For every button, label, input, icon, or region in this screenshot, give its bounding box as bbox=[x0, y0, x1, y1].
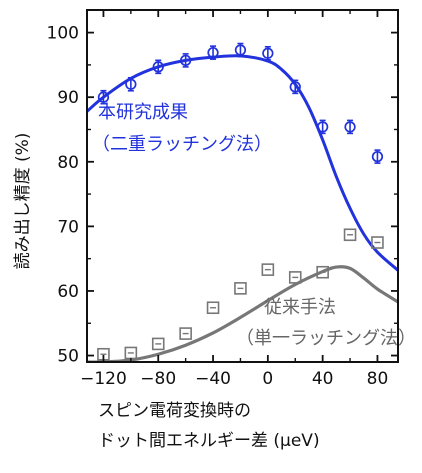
x-tick-label-5: 80 bbox=[367, 369, 389, 389]
plot-area bbox=[87, 42, 398, 362]
data-point-series-0-5 bbox=[234, 44, 247, 56]
data-point-series-0-6 bbox=[262, 47, 274, 59]
data-point-series-0-9 bbox=[344, 121, 356, 133]
x-tick-label-0: −120 bbox=[80, 369, 127, 389]
data-point-series-0-2 bbox=[152, 61, 164, 73]
data-point-series-0-0 bbox=[97, 91, 110, 103]
data-point-series-1-9 bbox=[343, 228, 357, 242]
series-0 bbox=[87, 42, 398, 272]
y-tick-label-2: 70 bbox=[57, 217, 79, 237]
x-axis-label-line-2: ドット間エネルギー差 (μeV) bbox=[98, 431, 320, 451]
data-point-series-1-8 bbox=[316, 265, 329, 279]
data-point-series-1-6 bbox=[261, 263, 275, 276]
y-tick-label-3: 80 bbox=[57, 153, 79, 173]
tick-labels: −120 −80 −40 0 40 80 50 60 70 80 90 100 bbox=[47, 24, 389, 389]
y-tick-label-1: 60 bbox=[57, 282, 79, 302]
data-point-series-0-8 bbox=[316, 121, 329, 133]
series-label-conventional-line-1: 従来手法 bbox=[264, 297, 336, 318]
data-point-series-1-7 bbox=[288, 271, 302, 284]
x-tick-label-2: −40 bbox=[195, 369, 231, 389]
data-point-series-0-1 bbox=[125, 78, 137, 90]
series-label-conventional-line-2: （単一ラッチング法） bbox=[236, 328, 416, 349]
data-point-series-1-4 bbox=[206, 301, 220, 315]
data-point-series-1-2 bbox=[151, 337, 165, 351]
x-axis-label-line-1: スピン電荷変換時の bbox=[98, 401, 251, 421]
axis-ticks bbox=[87, 10, 398, 362]
x-tick-label-4: 40 bbox=[312, 369, 334, 389]
data-point-series-1-3 bbox=[179, 327, 192, 340]
data-point-series-0-7 bbox=[289, 81, 301, 93]
y-axis-label: 読み出し精度 (%) bbox=[13, 133, 33, 270]
series-1 bbox=[87, 228, 398, 362]
data-point-series-0-4 bbox=[207, 46, 219, 59]
y-tick-label-4: 90 bbox=[57, 88, 79, 108]
data-point-series-0-3 bbox=[179, 54, 192, 67]
data-point-series-1-5 bbox=[234, 282, 247, 295]
fit-curve-series-1 bbox=[87, 265, 398, 362]
y-tick-label-0: 50 bbox=[57, 347, 79, 367]
series-label-proposed-line-2: （二重ラッチング法） bbox=[92, 134, 272, 155]
x-tick-label-3: 0 bbox=[262, 369, 273, 389]
x-tick-label-1: −80 bbox=[140, 369, 176, 389]
fit-curve-series-0 bbox=[87, 54, 398, 272]
series-label-proposed-line-1: 本研究成果 bbox=[98, 102, 188, 123]
plot-frame bbox=[86, 9, 399, 363]
y-tick-label-5: 100 bbox=[47, 24, 79, 44]
data-point-series-0-10 bbox=[371, 150, 384, 163]
data-point-series-1-10 bbox=[371, 236, 384, 249]
